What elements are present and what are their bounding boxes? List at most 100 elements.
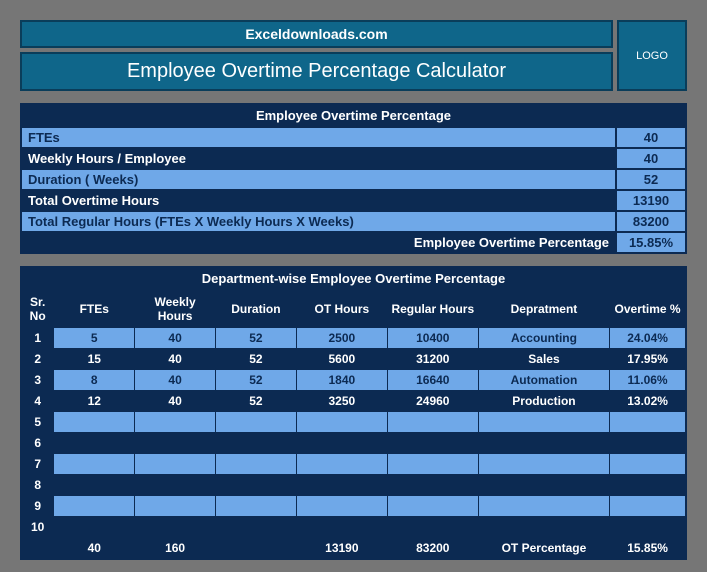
cell-sr: 2 xyxy=(22,349,54,370)
summary-title: Employee Overtime Percentage xyxy=(21,104,686,127)
dept-title: Department-wise Employee Overtime Percen… xyxy=(21,267,686,290)
cell-dur xyxy=(216,475,297,496)
table-row: 10 xyxy=(22,517,686,538)
cell-reg xyxy=(387,412,478,433)
cell-sr: 1 xyxy=(22,328,54,349)
cell-sr: 3 xyxy=(22,370,54,391)
summary-value: 52 xyxy=(616,169,686,190)
cell-reg xyxy=(387,433,478,454)
table-row: 7 xyxy=(22,454,686,475)
title-banner: Employee Overtime Percentage Calculator xyxy=(20,52,613,91)
cell-dept xyxy=(478,412,609,433)
table-row: 2154052560031200Sales17.95% xyxy=(22,349,686,370)
th-dur: Duration xyxy=(216,291,297,328)
summary-label: Total Overtime Hours xyxy=(21,190,616,211)
summary-section: Employee Overtime Percentage FTEs40Weekl… xyxy=(20,103,687,254)
th-pct: Overtime % xyxy=(610,291,686,328)
cell-dur xyxy=(216,496,297,517)
dept-table: Sr. No FTEs Weekly Hours Duration OT Hou… xyxy=(21,290,686,559)
table-row: 8 xyxy=(22,475,686,496)
cell-ot xyxy=(296,496,387,517)
cell-ot xyxy=(296,412,387,433)
cell-dur xyxy=(216,412,297,433)
cell-dept: Production xyxy=(478,391,609,412)
tot-dept-label: OT Percentage xyxy=(478,538,609,559)
cell-pct: 24.04% xyxy=(610,328,686,349)
summary-label: FTEs xyxy=(21,127,616,148)
cell-wh xyxy=(135,496,216,517)
summary-row: Duration ( Weeks)52 xyxy=(21,169,686,190)
table-row: 5 xyxy=(22,412,686,433)
cell-reg xyxy=(387,517,478,538)
table-row: 9 xyxy=(22,496,686,517)
summary-row: Weekly Hours / Employee40 xyxy=(21,148,686,169)
cell-wh xyxy=(135,475,216,496)
cell-dept xyxy=(478,433,609,454)
cell-pct: 17.95% xyxy=(610,349,686,370)
logo-box: LOGO xyxy=(617,20,687,91)
tot-wh: 160 xyxy=(135,538,216,559)
cell-reg xyxy=(387,496,478,517)
tot-ftes: 40 xyxy=(54,538,135,559)
cell-ot xyxy=(296,475,387,496)
cell-ot xyxy=(296,454,387,475)
cell-ftes xyxy=(54,433,135,454)
table-row: 6 xyxy=(22,433,686,454)
th-ftes: FTEs xyxy=(54,291,135,328)
table-row: 4124052325024960Production13.02% xyxy=(22,391,686,412)
header: Exceldownloads.com Employee Overtime Per… xyxy=(20,20,687,91)
cell-sr: 4 xyxy=(22,391,54,412)
cell-ot: 2500 xyxy=(296,328,387,349)
cell-pct xyxy=(610,475,686,496)
table-row: 154052250010400Accounting24.04% xyxy=(22,328,686,349)
summary-value: 13190 xyxy=(616,190,686,211)
cell-dur xyxy=(216,454,297,475)
summary-label: Total Regular Hours (FTEs X Weekly Hours… xyxy=(21,211,616,232)
cell-dept xyxy=(478,475,609,496)
th-sr: Sr. No xyxy=(22,291,54,328)
title-stack: Exceldownloads.com Employee Overtime Per… xyxy=(20,20,613,91)
cell-ot: 3250 xyxy=(296,391,387,412)
cell-ot: 1840 xyxy=(296,370,387,391)
cell-ftes xyxy=(54,496,135,517)
cell-dur xyxy=(216,433,297,454)
cell-reg: 10400 xyxy=(387,328,478,349)
cell-wh xyxy=(135,454,216,475)
cell-pct xyxy=(610,412,686,433)
summary-label: Weekly Hours / Employee xyxy=(21,148,616,169)
summary-footer-row: Employee Overtime Percentage 15.85% xyxy=(21,232,686,253)
dept-section: Department-wise Employee Overtime Percen… xyxy=(20,266,687,560)
summary-label: Duration ( Weeks) xyxy=(21,169,616,190)
th-dept: Depratment xyxy=(478,291,609,328)
cell-dept xyxy=(478,454,609,475)
cell-pct: 11.06% xyxy=(610,370,686,391)
cell-wh: 40 xyxy=(135,328,216,349)
cell-dur: 52 xyxy=(216,370,297,391)
cell-dept xyxy=(478,496,609,517)
cell-dept: Sales xyxy=(478,349,609,370)
cell-ftes: 12 xyxy=(54,391,135,412)
cell-dur: 52 xyxy=(216,349,297,370)
th-ot: OT Hours xyxy=(296,291,387,328)
th-wh: Weekly Hours xyxy=(135,291,216,328)
tot-pct: 15.85% xyxy=(610,538,686,559)
cell-pct xyxy=(610,433,686,454)
cell-ftes: 8 xyxy=(54,370,135,391)
cell-pct xyxy=(610,496,686,517)
cell-ot xyxy=(296,517,387,538)
tot-reg: 83200 xyxy=(387,538,478,559)
tot-dur xyxy=(216,538,297,559)
th-reg: Regular Hours xyxy=(387,291,478,328)
tot-ot: 13190 xyxy=(296,538,387,559)
cell-ftes xyxy=(54,475,135,496)
cell-reg: 31200 xyxy=(387,349,478,370)
cell-wh: 40 xyxy=(135,370,216,391)
cell-dur: 52 xyxy=(216,328,297,349)
cell-reg: 16640 xyxy=(387,370,478,391)
dept-totals-row: 40 160 13190 83200 OT Percentage 15.85% xyxy=(22,538,686,559)
cell-sr: 8 xyxy=(22,475,54,496)
cell-ftes xyxy=(54,412,135,433)
cell-sr: 7 xyxy=(22,454,54,475)
cell-ftes: 5 xyxy=(54,328,135,349)
summary-row: FTEs40 xyxy=(21,127,686,148)
